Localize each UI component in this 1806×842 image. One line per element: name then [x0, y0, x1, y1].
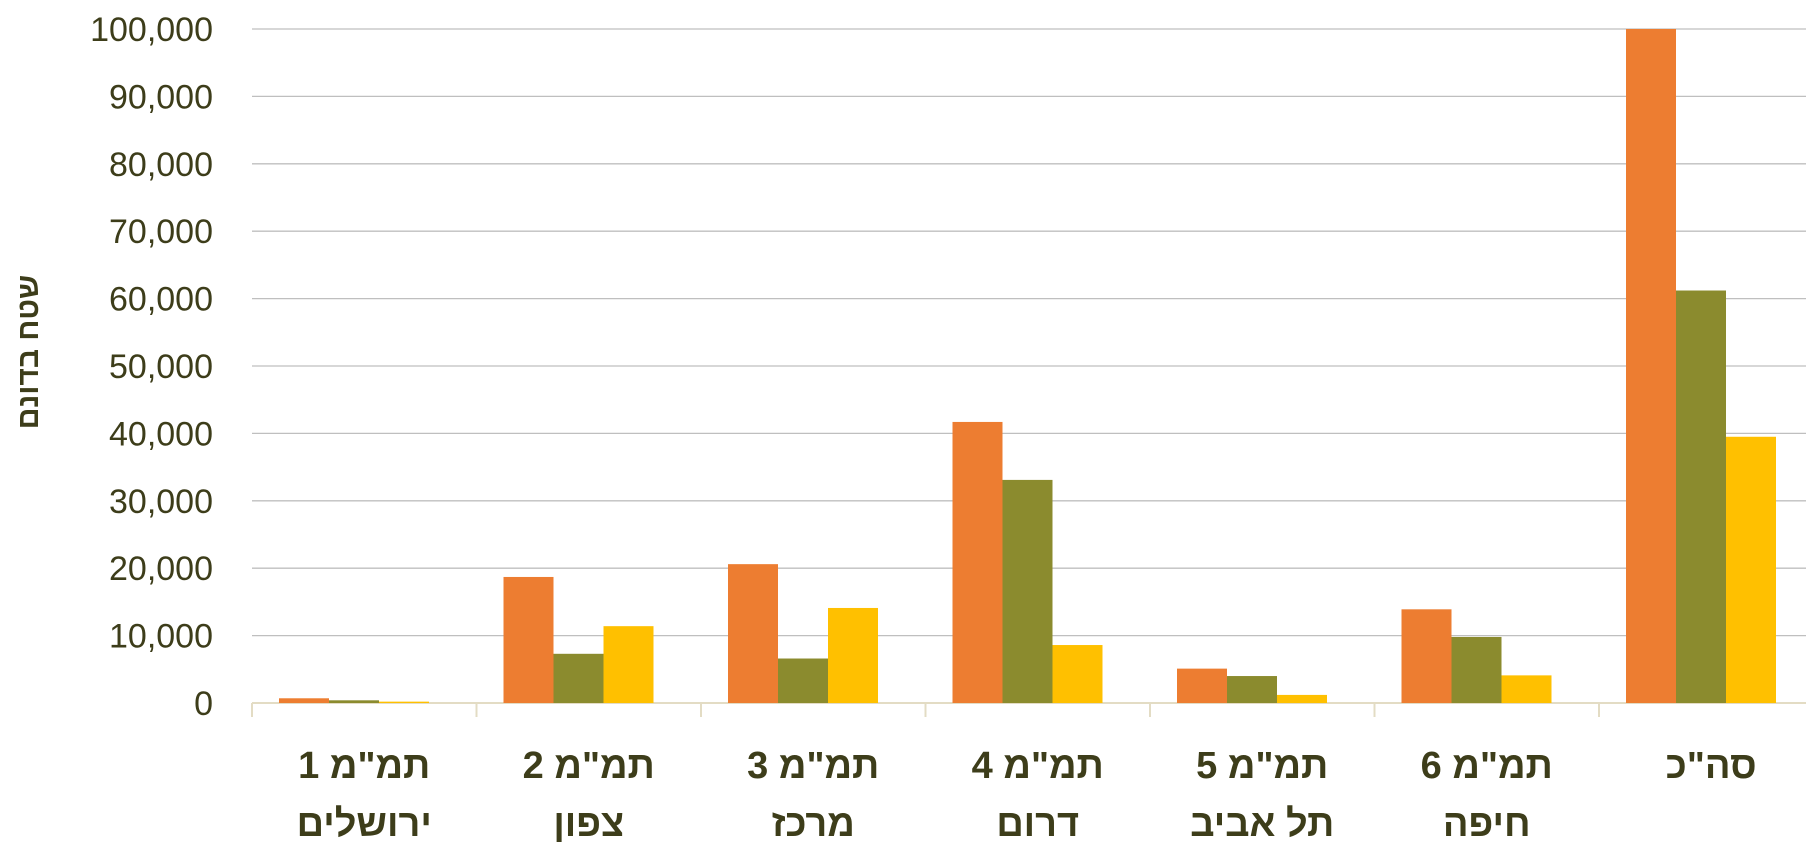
x-tick-label: תמ"מ 2 — [523, 745, 655, 787]
bar — [603, 626, 654, 703]
bar — [1177, 668, 1227, 703]
bar — [1451, 636, 1502, 703]
x-tick-label: תמ"מ 4 — [972, 745, 1104, 787]
x-tick-label: תמ"מ 6 — [1421, 745, 1553, 787]
bar — [1676, 290, 1726, 703]
x-tick-label: תמ"מ 1 — [298, 745, 430, 787]
x-tick-label-subtitle: צפון — [553, 803, 624, 842]
y-tick-label: 80,000 — [109, 146, 213, 184]
bar — [828, 607, 878, 703]
bar — [279, 698, 329, 703]
x-tick-label-subtitle: דרום — [996, 803, 1079, 842]
x-tick-label-subtitle: ירושלים — [297, 803, 432, 842]
y-tick-label: 40,000 — [109, 415, 213, 453]
bar — [553, 653, 604, 703]
bar — [379, 701, 429, 703]
y-axis-title: שטח בדונם — [12, 275, 45, 429]
y-tick-label: 60,000 — [109, 281, 213, 319]
bar — [1002, 479, 1053, 703]
y-tick-label: 10,000 — [109, 618, 213, 656]
x-tick-label: תמ"מ 3 — [747, 745, 879, 787]
bar — [1501, 675, 1552, 703]
y-tick-label: 20,000 — [109, 550, 213, 588]
y-tick-label: 100,000 — [90, 11, 213, 49]
bar — [952, 421, 1003, 703]
bar — [778, 658, 828, 703]
x-tick-label-subtitle: חיפה — [1443, 803, 1531, 842]
y-tick-label: 50,000 — [109, 348, 213, 386]
bar — [728, 564, 778, 703]
x-tick-label: תמ"מ 5 — [1196, 745, 1328, 787]
x-tick-label-subtitle: מרכז — [772, 803, 855, 842]
bar — [1277, 694, 1327, 703]
bar — [503, 576, 554, 703]
y-tick-label: 0 — [194, 685, 213, 723]
y-tick-label: 90,000 — [109, 78, 213, 116]
bar — [1052, 645, 1103, 703]
bar — [1726, 436, 1776, 703]
y-tick-label: 70,000 — [109, 213, 213, 251]
bar — [1401, 609, 1452, 703]
bar — [1626, 29, 1676, 703]
bar — [1227, 676, 1277, 703]
bar — [329, 700, 379, 703]
y-tick-label: 30,000 — [109, 483, 213, 521]
x-tick-label-subtitle: תל אביב — [1190, 803, 1334, 842]
x-tick-label: סה"כ — [1666, 745, 1757, 787]
